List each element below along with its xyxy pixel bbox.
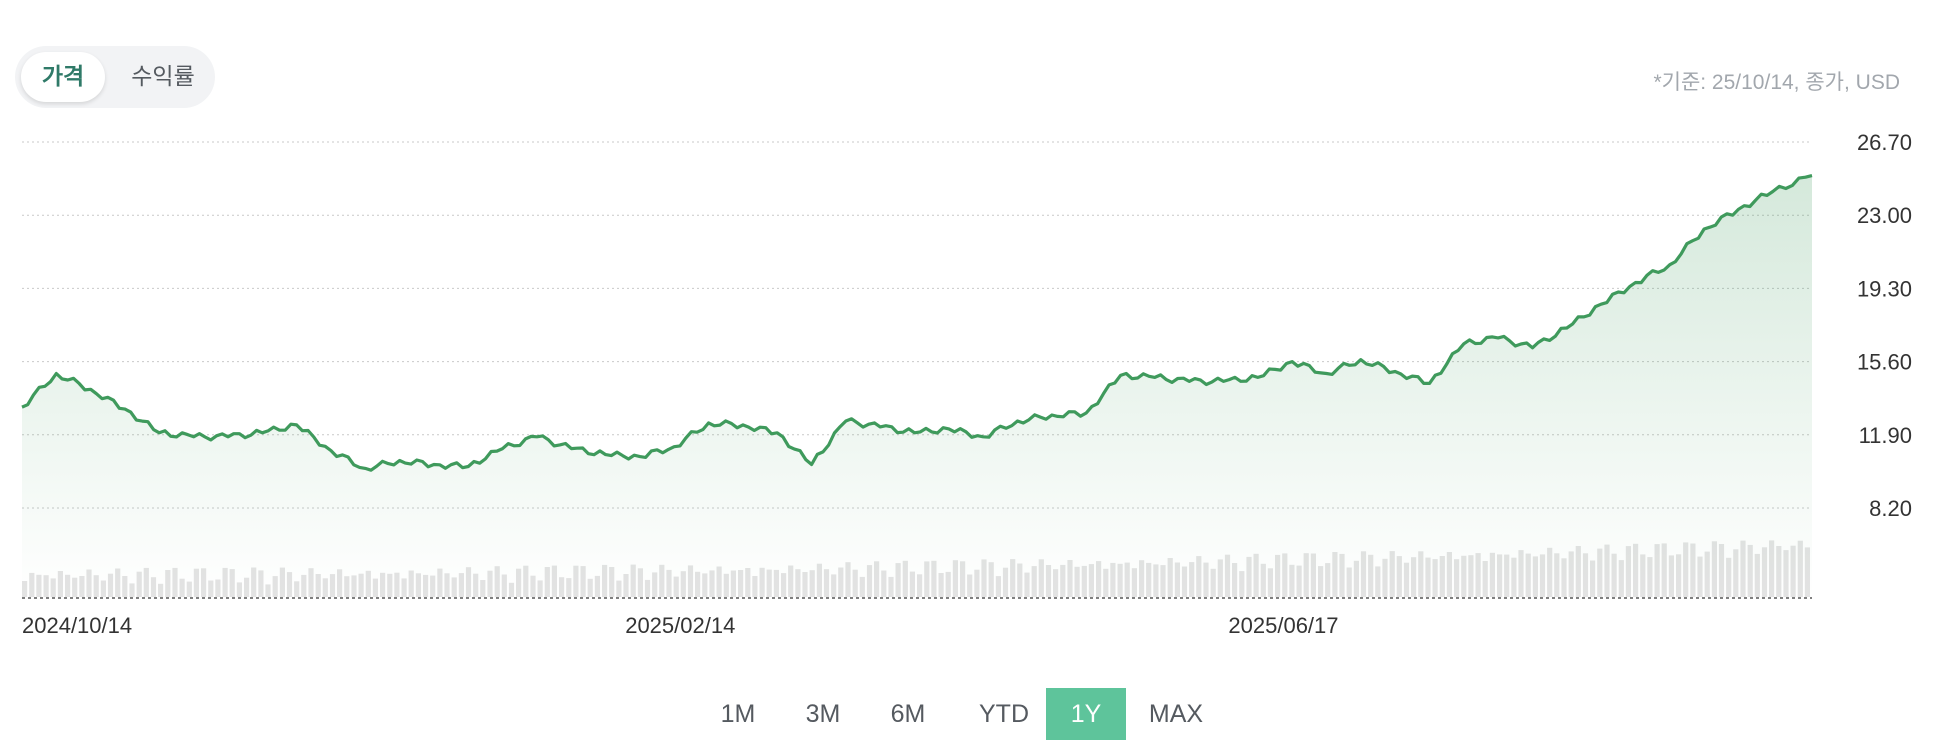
- x-tick-label: 2024/10/14: [22, 613, 132, 638]
- chart-mode-toggle: 가격 수익률: [15, 46, 215, 108]
- price-tab[interactable]: 가격: [21, 52, 105, 102]
- price-area: [22, 175, 1812, 597]
- return-tab[interactable]: 수익률: [131, 64, 195, 90]
- y-tick-label: 19.30: [1857, 276, 1912, 301]
- range-button-3m[interactable]: 3M: [805, 700, 841, 728]
- range-selector: 1M 3M 6M YTD 1Y MAX: [0, 688, 1950, 740]
- basis-note: *기준: 25/10/14, 종가, USD: [1653, 71, 1900, 94]
- y-tick-label: 15.60: [1857, 350, 1912, 375]
- x-tick-label: 2025/06/17: [1228, 613, 1338, 638]
- price-chart: 26.70 23.00 19.30 15.60 11.90 8.20 2024/10/14…: [21, 130, 1912, 638]
- y-tick-label: 11.90: [1859, 423, 1912, 448]
- range-button-1m[interactable]: 1M: [720, 700, 756, 728]
- range-button-6m[interactable]: 6M: [890, 700, 926, 728]
- range-button-ytd[interactable]: YTD: [979, 700, 1029, 728]
- range-button-max[interactable]: MAX: [1148, 700, 1204, 728]
- y-tick-label: 26.70: [1857, 130, 1912, 155]
- price-line: [21, 174, 1813, 472]
- range-button-1y[interactable]: 1Y: [1046, 688, 1126, 740]
- y-tick-label: 8.20: [1869, 496, 1912, 521]
- y-tick-label: 23.00: [1857, 203, 1912, 228]
- x-tick-label: 2025/02/14: [625, 613, 735, 638]
